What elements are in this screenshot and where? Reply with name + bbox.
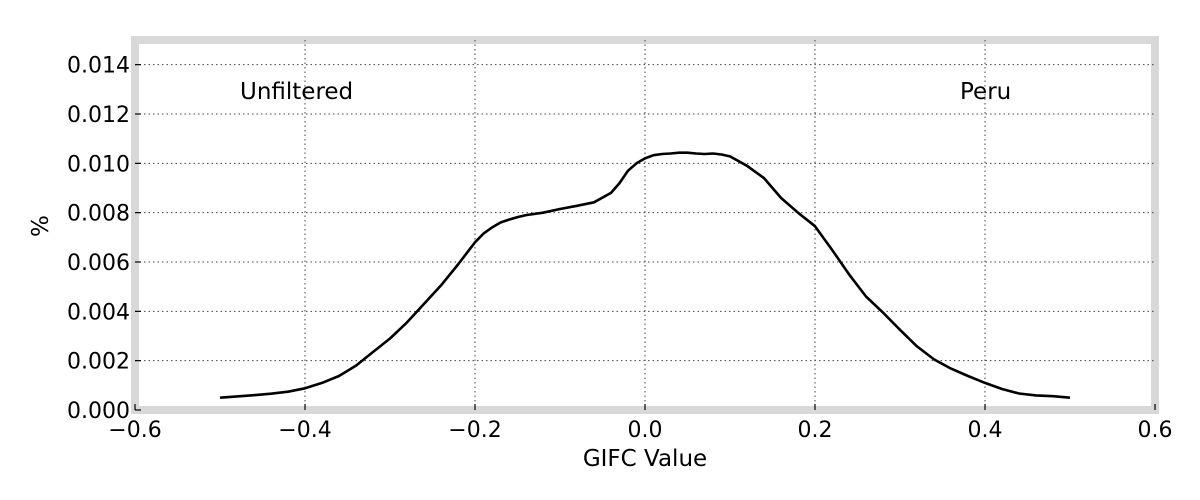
- x-tick-label: 0.6: [1138, 418, 1173, 443]
- x-tick-label: 0.2: [798, 418, 833, 443]
- series-line: [219, 151, 1071, 399]
- y-tick-label: 0.012: [67, 103, 130, 128]
- x-tick-label: −0.4: [278, 418, 331, 443]
- annotation-peru: Peru: [960, 79, 1011, 105]
- x-axis-label: GIFC Value: [583, 446, 707, 472]
- y-tick-label: 0.010: [67, 152, 130, 177]
- y-tick-label: 0.008: [67, 202, 130, 227]
- ticks: −0.6 −0.4 −0.2 0.0 0.2 0.4 0.6 0.000 0.002 0.004 0…: [67, 54, 1172, 443]
- y-axis-label: %: [28, 215, 54, 237]
- y-tick-label: 0.006: [67, 251, 130, 276]
- x-tick-label: −0.6: [108, 418, 161, 443]
- x-tick-label: −0.2: [448, 418, 501, 443]
- y-tick-label: 0.004: [67, 300, 130, 325]
- annotation-unfiltered: Unfiltered: [240, 79, 353, 105]
- y-tick-label: 0.014: [67, 54, 130, 79]
- y-tick-label: 0.002: [67, 350, 130, 375]
- y-tick-label: 0.000: [67, 399, 130, 424]
- x-tick-label: 0.4: [968, 418, 1003, 443]
- x-tick-label: 0.0: [628, 418, 663, 443]
